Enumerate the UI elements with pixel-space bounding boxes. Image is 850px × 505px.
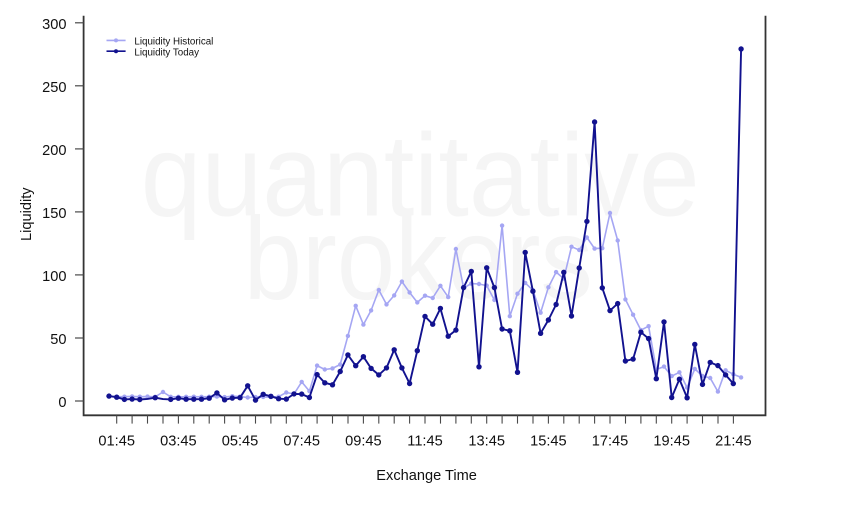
svg-text:200: 200: [42, 143, 66, 159]
svg-text:Liquidity Historical: Liquidity Historical: [134, 36, 213, 47]
svg-text:250: 250: [42, 80, 66, 96]
svg-text:150: 150: [42, 206, 66, 222]
svg-text:quantitative: quantitative: [141, 110, 700, 241]
svg-text:03:45: 03:45: [160, 434, 197, 450]
svg-text:300: 300: [42, 17, 66, 33]
svg-text:0: 0: [58, 395, 66, 411]
svg-text:05:45: 05:45: [222, 434, 259, 450]
svg-text:15:45: 15:45: [530, 434, 567, 450]
svg-text:01:45: 01:45: [98, 434, 135, 450]
svg-text:50: 50: [50, 332, 66, 348]
svg-text:19:45: 19:45: [653, 434, 690, 450]
svg-text:100: 100: [42, 269, 66, 285]
svg-text:Exchange Time: Exchange Time: [376, 468, 477, 484]
svg-text:Liquidity: Liquidity: [19, 187, 35, 241]
svg-text:11:45: 11:45: [407, 434, 442, 450]
svg-text:09:45: 09:45: [345, 434, 382, 450]
svg-text:17:45: 17:45: [592, 434, 629, 450]
svg-text:Liquidity Today: Liquidity Today: [134, 47, 199, 58]
svg-text:13:45: 13:45: [468, 434, 505, 450]
svg-text:07:45: 07:45: [283, 434, 320, 450]
svg-text:21:45: 21:45: [715, 434, 752, 450]
